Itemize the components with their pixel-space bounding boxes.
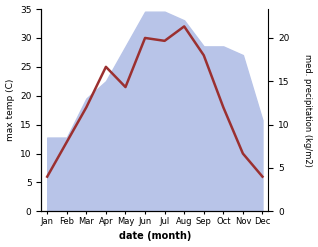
X-axis label: date (month): date (month) [119, 231, 191, 242]
Y-axis label: med. precipitation (kg/m2): med. precipitation (kg/m2) [303, 54, 313, 167]
Y-axis label: max temp (C): max temp (C) [5, 79, 15, 141]
